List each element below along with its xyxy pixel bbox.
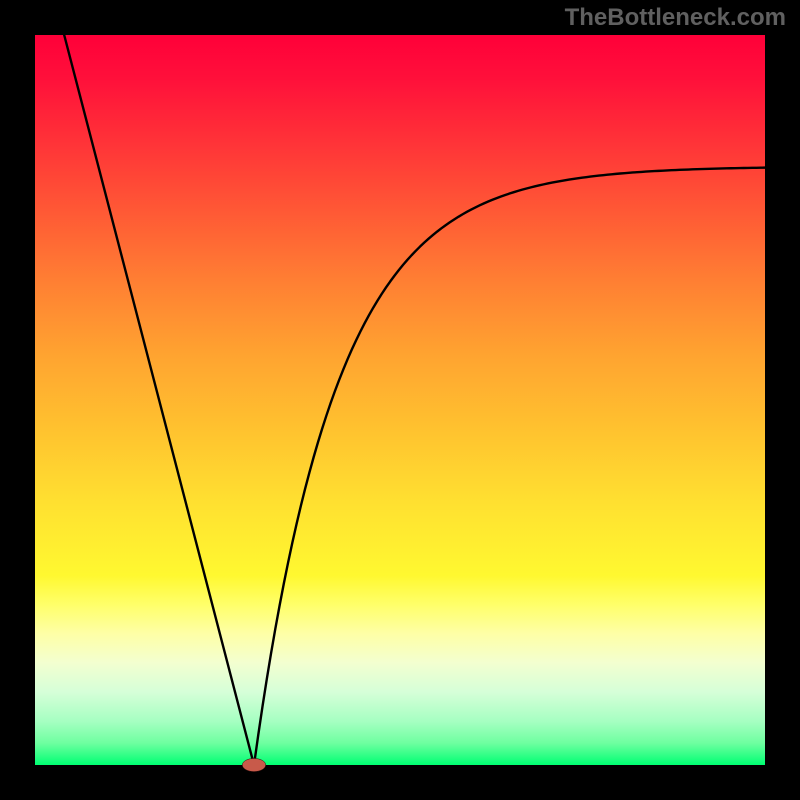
- watermark-text: TheBottleneck.com: [565, 4, 786, 32]
- chart-container: TheBottleneck.com: [0, 0, 800, 800]
- plot-background: [35, 35, 765, 765]
- minimum-marker: [242, 758, 265, 771]
- bottleneck-chart: [0, 0, 800, 800]
